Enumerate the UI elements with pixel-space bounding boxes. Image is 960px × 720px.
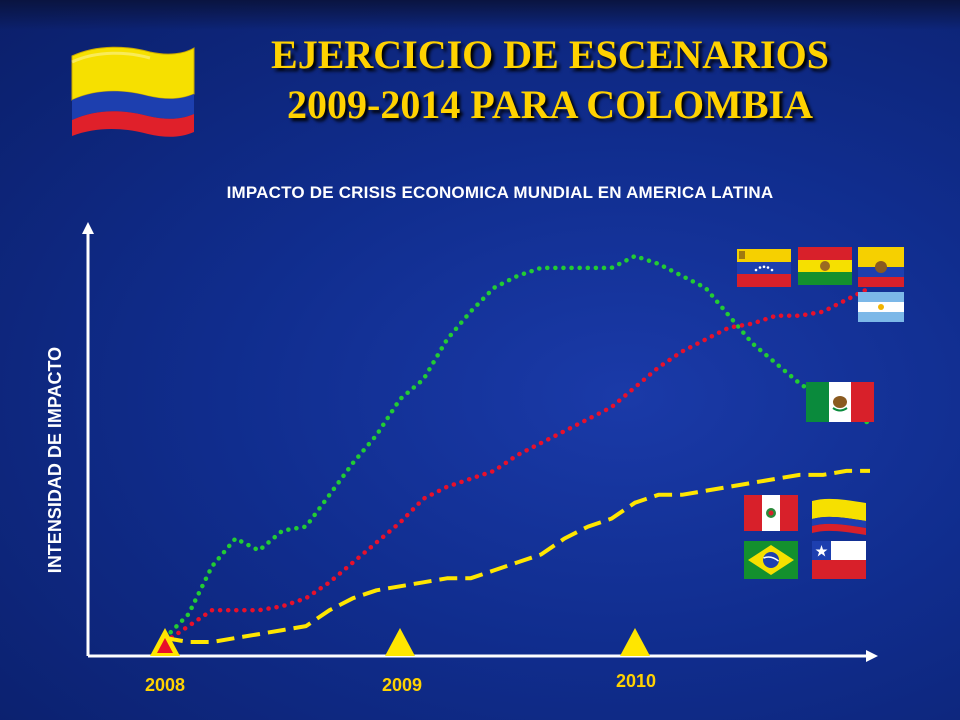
colombia-flag-icon [812, 498, 866, 535]
colombia-flag-header-icon [71, 46, 195, 137]
series-line-2 [162, 285, 873, 645]
y-axis-arrow-icon [82, 222, 94, 234]
chart-title: IMPACTO DE CRISIS ECONOMICA MUNDIAL EN A… [226, 183, 774, 202]
series-line-3 [164, 468, 870, 644]
bolivia-flag-icon [798, 247, 852, 285]
title-line-2: 2009-2014 PARA COLOMBIA [287, 82, 813, 127]
mexico-flag-icon [806, 382, 874, 422]
x-tick-label-2009: 2009 [381, 675, 423, 695]
year-marker-triangle-3 [620, 628, 650, 656]
x-tick-label-2008: 2008 [144, 675, 186, 695]
peru-flag-icon [744, 495, 798, 531]
brazil-flag-icon [744, 541, 798, 579]
year-marker-inner-1 [157, 638, 173, 653]
year-marker-triangle-2 [385, 628, 415, 656]
title-line-1: EJERCICIO DE ESCENARIOS [271, 32, 829, 77]
page-title: EJERCICIO DE ESCENARIOS 2009-2014 PARA C… [180, 30, 920, 130]
x-tick-label-2010: 2010 [615, 671, 657, 691]
venezuela-flag-icon [737, 249, 791, 287]
x-axis-arrow-icon [866, 650, 878, 662]
top-band [0, 0, 960, 30]
ecuador-flag-icon [858, 247, 904, 287]
series-line-1 [162, 253, 873, 641]
chile-flag-icon [812, 541, 866, 579]
argentina-flag-icon [858, 292, 904, 322]
